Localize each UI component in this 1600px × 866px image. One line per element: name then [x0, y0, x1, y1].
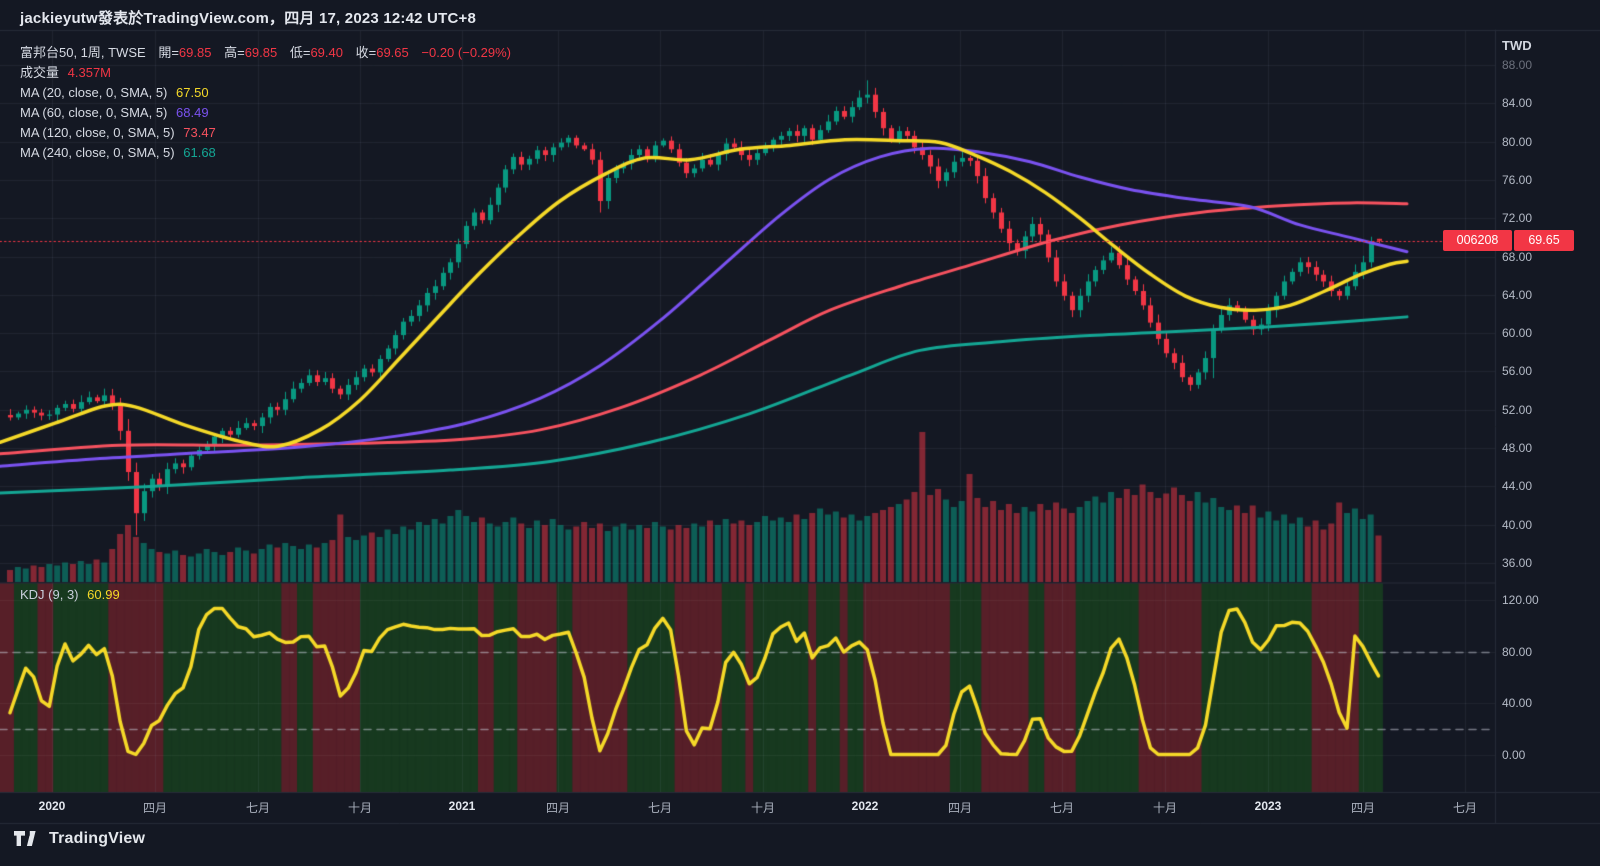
ma60-label: MA (60, close, 0, SMA, 5) — [20, 105, 168, 120]
time-tick: 七月 — [245, 801, 271, 815]
time-tick: 2020 — [38, 799, 66, 813]
open-value: 69.85 — [178, 45, 212, 60]
volume-legend-row[interactable]: 成交量 4.357M — [20, 63, 511, 83]
price-tick: 36.00 — [1502, 555, 1533, 570]
close-value: 69.65 — [376, 45, 409, 60]
time-tick: 2021 — [448, 799, 476, 813]
price-tick: 40.00 — [1502, 517, 1533, 532]
snapshot-byline: jackieyutw發表於TradingView.com，四月 17, 2023… — [20, 10, 476, 27]
symbol-title: 富邦台50, 1周, TWSE — [20, 45, 146, 60]
price-tick: 80.00 — [1502, 134, 1533, 149]
ma60-legend-row[interactable]: MA (60, close, 0, SMA, 5) 68.49 — [20, 103, 511, 123]
price-line-price-badge: 69.65 — [1514, 230, 1574, 251]
price-tick: 88.00 — [1502, 58, 1533, 72]
time-tick: 四月 — [1350, 801, 1376, 815]
ma240-legend-row[interactable]: MA (240, close, 0, SMA, 5) 61.68 — [20, 143, 511, 163]
price-tick: 76.00 — [1502, 172, 1533, 187]
chart-legend: 富邦台50, 1周, TWSE 開=69.85 高=69.85 低=69.40 … — [20, 43, 511, 163]
price-tick: 56.00 — [1502, 364, 1533, 379]
kdj-tick: 80.00 — [1502, 644, 1533, 659]
price-tick: 60.00 — [1502, 326, 1533, 341]
kdj-tick: 0.00 — [1502, 747, 1526, 762]
price-tick: 44.00 — [1502, 479, 1533, 494]
volume-label: 成交量 — [20, 65, 60, 80]
kdj-tick: 40.00 — [1502, 696, 1533, 710]
time-tick: 十月 — [347, 801, 373, 815]
high-label: 高= — [224, 45, 245, 60]
price-tick: 68.00 — [1502, 249, 1533, 264]
ma120-value: 73.47 — [183, 125, 216, 140]
ma120-label: MA (120, close, 0, SMA, 5) — [20, 125, 175, 140]
time-tick: 七月 — [647, 801, 673, 815]
time-tick: 四月 — [947, 801, 973, 815]
kdj-tick: 120.00 — [1502, 593, 1539, 607]
close-label: 收= — [355, 45, 377, 60]
time-tick: 十月 — [1152, 801, 1178, 815]
ma20-label: MA (20, close, 0, SMA, 5) — [20, 85, 168, 100]
price-tick: 84.00 — [1502, 96, 1533, 111]
ma60-value: 68.49 — [176, 105, 209, 120]
volume-value: 4.357M — [67, 65, 112, 80]
ma240-label: MA (240, close, 0, SMA, 5) — [20, 145, 175, 160]
price-axis-currency: TWD — [1502, 38, 1532, 53]
open-label: 開= — [158, 45, 179, 60]
time-tick: 2022 — [851, 799, 879, 813]
price-tick: 48.00 — [1502, 441, 1533, 456]
time-tick: 十月 — [750, 801, 776, 815]
tradingview-logo[interactable]: TradingView — [14, 830, 145, 848]
price-tick: 72.00 — [1502, 211, 1533, 226]
ma120-legend-row[interactable]: MA (120, close, 0, SMA, 5) 73.47 — [20, 123, 511, 143]
time-tick: 四月 — [142, 801, 168, 815]
time-tick: 七月 — [1049, 801, 1075, 815]
low-value: 69.40 — [310, 45, 343, 60]
time-tick: 七月 — [1452, 801, 1478, 815]
price-tick: 64.00 — [1502, 287, 1533, 302]
change-value: −0.20 (−0.29%) — [421, 45, 512, 60]
low-label: 低= — [289, 45, 311, 60]
tradingview-brand-text: TradingView — [49, 830, 146, 847]
ma20-legend-row[interactable]: MA (20, close, 0, SMA, 5) 67.50 — [20, 83, 511, 103]
kdj-label: KDJ (9, 3) — [20, 587, 79, 602]
ma240-value: 61.68 — [183, 145, 216, 160]
time-tick: 四月 — [545, 801, 571, 815]
time-tick: 2023 — [1254, 799, 1282, 813]
kdj-value: 60.99 — [87, 587, 120, 602]
symbol-legend-row[interactable]: 富邦台50, 1周, TWSE 開=69.85 高=69.85 低=69.40 … — [20, 43, 511, 63]
price-tick: 52.00 — [1502, 402, 1533, 417]
high-value: 69.85 — [244, 45, 278, 60]
tradingview-logo-icon — [14, 831, 36, 846]
price-line-symbol-badge: 006208 — [1443, 230, 1512, 251]
ma20-value: 67.50 — [176, 85, 209, 100]
kdj-legend-row[interactable]: KDJ (9, 3) 60.99 — [20, 585, 120, 605]
